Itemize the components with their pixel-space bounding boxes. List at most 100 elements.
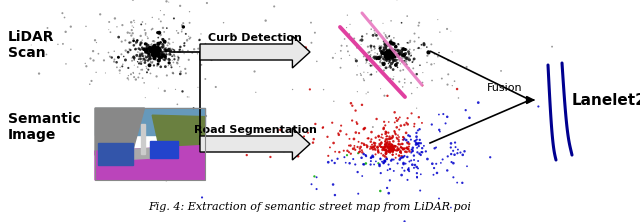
Point: [380, 145, 390, 149]
Point: [392, 0, 402, 1]
Point: [138, 57, 148, 60]
Point: [394, 51, 404, 55]
Point: [381, 53, 391, 57]
Point: [402, 56, 412, 59]
Point: [387, 50, 397, 54]
Point: [388, 75, 399, 78]
Point: [145, 54, 155, 58]
Point: [396, 145, 406, 149]
Point: [392, 148, 403, 152]
Point: [365, 64, 376, 67]
Point: [374, 54, 385, 57]
Point: [388, 50, 398, 54]
Point: [392, 147, 403, 150]
Point: [129, 63, 140, 67]
Point: [178, 25, 188, 29]
Point: [366, 46, 376, 49]
Point: [412, 142, 422, 145]
Point: [392, 61, 403, 65]
Point: [411, 139, 421, 142]
Point: [380, 148, 390, 151]
Point: [150, 49, 160, 52]
Point: [380, 46, 390, 49]
Point: [139, 48, 149, 51]
Point: [392, 137, 403, 141]
Point: [385, 49, 395, 53]
Point: [138, 54, 148, 58]
Point: [461, 108, 471, 112]
Point: [149, 48, 159, 52]
Point: [398, 68, 408, 72]
Point: [369, 55, 380, 59]
Point: [142, 49, 152, 53]
Point: [154, 51, 164, 55]
Point: [358, 163, 369, 166]
Point: [415, 172, 426, 176]
Point: [427, 123, 437, 126]
Point: [99, 59, 109, 62]
Point: [373, 149, 383, 153]
Point: [182, 95, 193, 99]
Point: [41, 40, 51, 43]
Point: [164, 57, 174, 61]
Point: [138, 48, 148, 51]
Point: [150, 48, 161, 52]
Point: [374, 163, 385, 166]
Point: [385, 52, 396, 56]
Point: [385, 53, 395, 57]
Point: [203, 56, 213, 60]
Point: [160, 42, 170, 45]
Point: [388, 169, 399, 173]
Point: [118, 63, 128, 66]
Point: [415, 153, 426, 157]
Point: [150, 50, 160, 54]
Point: [150, 51, 161, 55]
Point: [379, 61, 389, 65]
Point: [392, 145, 403, 149]
Point: [397, 50, 407, 54]
Point: [164, 42, 175, 46]
Point: [344, 32, 355, 36]
Point: [365, 59, 375, 63]
Point: [142, 43, 152, 47]
Point: [448, 149, 458, 153]
Point: [145, 72, 156, 75]
Point: [388, 42, 399, 46]
Point: [242, 153, 252, 157]
Point: [387, 54, 397, 57]
Point: [387, 148, 397, 151]
Point: [385, 57, 396, 60]
Point: [152, 41, 163, 45]
Point: [154, 17, 164, 21]
Point: [196, 32, 206, 36]
Point: [153, 52, 163, 56]
Point: [376, 49, 387, 53]
Point: [375, 61, 385, 64]
Point: [376, 141, 387, 144]
Point: [97, 125, 108, 129]
Point: [132, 65, 143, 69]
Point: [402, 146, 412, 149]
Point: [415, 189, 426, 192]
Point: [390, 55, 400, 59]
Point: [134, 72, 145, 75]
Point: [406, 92, 417, 95]
Point: [416, 141, 426, 145]
Point: [396, 173, 406, 177]
Point: [143, 54, 153, 57]
Point: [81, 25, 91, 28]
Point: [404, 56, 414, 59]
Point: [226, 139, 236, 142]
Point: [152, 48, 162, 52]
Point: [147, 51, 157, 54]
Point: [163, 47, 173, 50]
Point: [392, 48, 403, 52]
Point: [394, 138, 404, 141]
Point: [413, 129, 423, 132]
Point: [134, 55, 144, 58]
Point: [394, 143, 404, 146]
Polygon shape: [95, 145, 205, 180]
Point: [156, 53, 166, 56]
Point: [159, 54, 170, 57]
Point: [147, 52, 157, 56]
